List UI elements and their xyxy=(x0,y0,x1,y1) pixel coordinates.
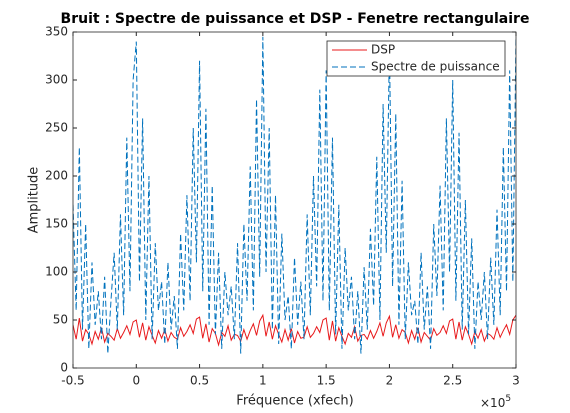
x-tick-label: 0.5 xyxy=(190,374,209,388)
x-tick-label: 1 xyxy=(259,374,267,388)
multiplier-exponent: 5 xyxy=(505,394,511,404)
x-tick-label: 2.5 xyxy=(443,374,462,388)
y-tick-label: 350 xyxy=(45,25,68,39)
y-tick-label: 50 xyxy=(53,313,68,327)
multiplier-base: ×10 xyxy=(480,396,505,410)
y-tick-label: 150 xyxy=(45,217,68,231)
x-tick-label: 3 xyxy=(512,374,520,388)
legend-label: DSP xyxy=(371,43,395,57)
legend-label: Spectre de puissance xyxy=(371,60,500,74)
y-tick-label: 0 xyxy=(60,361,68,375)
y-tick-label: 250 xyxy=(45,121,68,135)
plot-area xyxy=(73,32,516,368)
y-tick-label: 200 xyxy=(45,169,68,183)
x-multiplier: ×105 xyxy=(480,394,511,410)
y-tick-label: 300 xyxy=(45,73,68,87)
chart-title: Bruit : Spectre de puissance et DSP - Fe… xyxy=(61,11,530,27)
plot-lines xyxy=(73,36,516,354)
y-tick-label: 100 xyxy=(45,265,68,279)
x-tick-label: 2 xyxy=(386,374,394,388)
y-axis-label: Amplitude xyxy=(27,167,42,234)
legend-box xyxy=(326,40,506,77)
x-axis-label: Fréquence (xfech) xyxy=(236,394,353,409)
axes-box xyxy=(72,31,517,369)
x-tick-label: -0.5 xyxy=(61,374,84,388)
x-tick-label: 0 xyxy=(132,374,140,388)
legend: DSP Spectre de puissance xyxy=(326,40,506,77)
series-line xyxy=(73,313,516,347)
x-tick-label: 1.5 xyxy=(317,374,336,388)
